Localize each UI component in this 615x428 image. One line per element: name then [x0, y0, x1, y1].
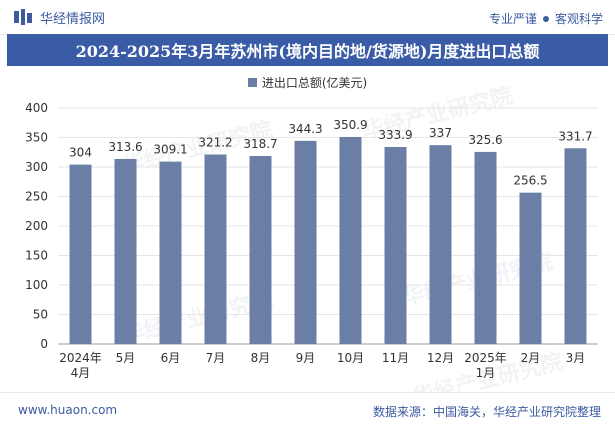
x-tick-label-line: 3月 [566, 351, 586, 365]
x-tick-label: 11月 [382, 351, 409, 365]
tagline-left: 专业严谨 [488, 12, 537, 26]
x-tick-label: 8月 [251, 351, 271, 365]
bar [114, 158, 137, 344]
bar [69, 164, 92, 344]
x-tick-label-line: 4月 [71, 366, 91, 380]
x-tick-label: 7月 [206, 351, 226, 365]
x-tick-label-line: 2025年 [464, 351, 507, 365]
bar [429, 145, 452, 344]
chart-title: 2024-2025年3月年苏州市(境内目的地/货源地)月度进出口总额 [7, 34, 608, 66]
footer-source: 数据来源：中国海关，华经产业研究院整理 [372, 405, 601, 419]
data-label: 318.7 [243, 137, 277, 151]
x-tick-label: 12月 [427, 351, 454, 365]
y-tick-label: 100 [25, 278, 48, 292]
x-tick-label-line: 9月 [296, 351, 316, 365]
x-tick-label-line: 7月 [206, 351, 226, 365]
x-tick-label: 2月 [521, 351, 541, 365]
x-tick-label-line: 8月 [251, 351, 271, 365]
legend-label: 进出口总额(亿美元) [261, 76, 368, 90]
x-tick-label: 10月 [337, 351, 364, 365]
bar [384, 146, 407, 344]
tagline-dot-icon [542, 15, 549, 22]
footer: www.huaon.com 数据来源：中国海关，华经产业研究院整理 [0, 392, 615, 428]
bar [204, 154, 227, 344]
brand-name: 华经情报网 [40, 11, 106, 27]
x-tick-label: 9月 [296, 351, 316, 365]
y-tick-label: 200 [25, 219, 48, 233]
data-label: 309.1 [153, 143, 187, 157]
brand[interactable]: 华经情报网 [14, 8, 106, 27]
bar [519, 192, 542, 344]
x-tick-label-line: 2月 [521, 351, 541, 365]
x-tick-label: 2025年 1月 [464, 351, 507, 380]
x-tick-label-line: 2024年 [59, 351, 102, 365]
y-tick-label: 250 [25, 190, 48, 204]
x-tick-label: 6月 [161, 351, 181, 365]
x-tick-label-line: 12月 [427, 351, 454, 365]
y-tick-label: 350 [25, 131, 48, 145]
y-tick-label: 50 [33, 308, 48, 322]
bar [159, 161, 182, 344]
y-tick-label: 150 [25, 249, 48, 263]
x-tick-label-line: 10月 [337, 351, 364, 365]
data-label: 337 [429, 126, 452, 140]
data-label: 325.6 [468, 133, 502, 147]
x-tick-label-line: 11月 [382, 351, 409, 365]
data-label: 321.2 [198, 135, 232, 149]
bar [564, 148, 587, 344]
y-tick-label: 0 [40, 337, 48, 351]
data-label: 333.9 [378, 128, 412, 142]
bar-chart: 0 50 100 150 200 250 300 350 400 304 2024年 4月 313.6 5… [25, 101, 598, 380]
chart-legend: 进出口总额(亿美元) [0, 74, 615, 91]
data-label: 313.6 [108, 140, 142, 154]
bar [249, 155, 272, 344]
tagline-right: 客观科学 [554, 12, 603, 26]
bar [294, 140, 317, 344]
x-tick-label: 5月 [116, 351, 136, 365]
data-label: 331.7 [558, 129, 592, 143]
bar [339, 136, 362, 344]
data-label: 344.3 [288, 122, 322, 136]
x-tick-label-line: 6月 [161, 351, 181, 365]
brand-logo-icon [14, 9, 32, 25]
y-tick-label: 400 [25, 101, 48, 115]
tagline: 专业严谨 客观科学 [489, 10, 603, 27]
x-tick-label-line: 5月 [116, 351, 136, 365]
y-tick-label: 300 [25, 160, 48, 174]
x-tick-label: 2024年 4月 [59, 351, 102, 380]
x-tick-label: 3月 [566, 351, 586, 365]
legend-swatch [247, 78, 257, 87]
data-label: 256.5 [513, 174, 547, 188]
footer-url[interactable]: www.huaon.com [18, 403, 118, 417]
data-label: 304 [69, 146, 92, 160]
bar [474, 151, 497, 344]
x-tick-label-line: 1月 [476, 366, 496, 380]
data-label: 350.9 [333, 118, 367, 132]
